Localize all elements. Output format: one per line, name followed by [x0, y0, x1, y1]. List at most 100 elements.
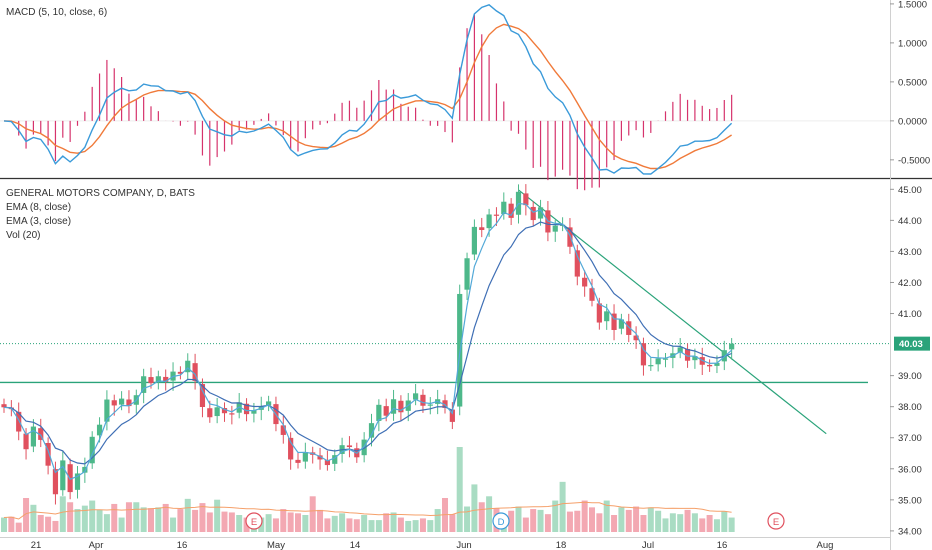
candle-body — [74, 473, 81, 490]
volume-bar — [464, 506, 471, 532]
price-ytick-label: 35.00 — [898, 495, 922, 506]
volume-bar — [691, 513, 698, 532]
candle-body — [390, 399, 397, 414]
candle-body — [420, 394, 426, 406]
macd-ytick-label: 0.0000 — [898, 116, 927, 127]
event-marker-label: E — [773, 517, 779, 528]
candle-body — [611, 313, 617, 330]
volume-bar — [669, 513, 676, 532]
candle-body — [464, 258, 470, 290]
price-ytick-label: 42.00 — [898, 278, 922, 289]
volume-bar — [427, 520, 434, 532]
price-panel — [0, 184, 890, 532]
volume-bar — [324, 518, 331, 532]
candle-body — [324, 460, 330, 466]
volume-bar — [589, 507, 595, 532]
candle-body — [163, 376, 169, 382]
volume-bar — [236, 515, 243, 532]
volume-bar — [111, 503, 118, 532]
volume-bar — [530, 509, 537, 532]
volume-bar — [177, 509, 184, 532]
ema-3-line — [3, 202, 732, 480]
candle-body — [89, 436, 95, 464]
volume-bar — [699, 518, 706, 532]
candle-body — [221, 408, 228, 414]
candle-body — [398, 400, 404, 413]
macd-title: MACD (5, 10, close, 6) — [6, 7, 107, 18]
candle-body — [251, 410, 257, 414]
macd-panel — [0, 4, 890, 191]
volume-bar — [228, 512, 235, 532]
candle-body — [376, 404, 382, 421]
volume-bar — [295, 513, 301, 532]
candle-body — [684, 348, 691, 361]
volume-bar — [515, 506, 522, 532]
volume-bar — [522, 517, 529, 532]
volume-bar — [508, 510, 515, 532]
time-tick-label: 16 — [177, 540, 188, 550]
price-ytick-label: 43.00 — [898, 247, 922, 258]
volume-bar — [30, 504, 37, 532]
volume-bar — [67, 502, 74, 532]
candle-body — [141, 376, 147, 393]
volume-bar — [118, 517, 125, 532]
candle-body — [266, 401, 272, 406]
volume-bar — [162, 503, 169, 532]
candle-body — [1, 404, 7, 408]
macd-ytick-label: -0.5000 — [898, 155, 930, 166]
volume-bar — [596, 513, 603, 532]
candle-body — [16, 411, 22, 432]
event-marker-label: D — [498, 517, 505, 528]
volume-bar — [633, 506, 640, 532]
volume-bar — [353, 519, 360, 532]
volume-bar — [140, 507, 147, 532]
axes: 1.5000 1.0000 0.5000 0.0000 -0.5000 45.00 44.0… — [31, 0, 931, 550]
volume-bar — [559, 481, 566, 532]
volume-bar — [574, 510, 581, 532]
volume-bar — [96, 509, 103, 532]
time-tick-label: 18 — [556, 540, 567, 550]
volume-bar — [37, 515, 44, 532]
volume-bar — [625, 509, 632, 532]
event-marker-circle — [245, 512, 263, 530]
legend-ema-8: EMA (8, close) — [6, 202, 71, 213]
volume-bar — [45, 516, 52, 532]
candle-body — [589, 288, 595, 301]
candle-body — [199, 384, 206, 407]
macd-ytick-label: 1.5000 — [898, 0, 927, 10]
candle-body — [148, 377, 154, 384]
volume-bar — [184, 498, 191, 532]
event-marker-circle — [492, 512, 510, 530]
volume-bar — [346, 518, 353, 532]
candle-body — [479, 227, 485, 230]
time-tick-label: 21 — [31, 540, 42, 550]
volume-bar — [23, 498, 30, 532]
candle-body — [596, 303, 602, 323]
volume-bar — [74, 509, 81, 532]
volume-bar — [456, 447, 463, 532]
volume-bar — [677, 514, 684, 532]
event-marker-label: E — [251, 517, 257, 528]
volume-bar — [647, 507, 654, 532]
last-price-label: 40.03 — [899, 339, 923, 350]
volume-bar — [361, 515, 368, 532]
candle-body — [317, 455, 323, 460]
volume-bar — [317, 509, 324, 532]
candle-body — [52, 469, 59, 495]
candle-body — [332, 455, 338, 464]
candle-body — [493, 214, 500, 216]
ema-8-line — [3, 221, 732, 465]
time-tick-label: May — [267, 540, 285, 550]
price-ytick-label: 44.00 — [898, 216, 922, 227]
candle-body — [648, 365, 654, 367]
candle-body — [508, 203, 514, 218]
last-price-tag — [894, 336, 930, 351]
volume-bar — [478, 502, 485, 532]
candle-body — [45, 443, 51, 466]
volume-bar — [309, 496, 316, 532]
volume-bar — [265, 514, 272, 532]
macd-line — [3, 4, 733, 175]
candle-body — [427, 404, 433, 406]
candle-body — [530, 206, 536, 221]
candle-body — [677, 347, 683, 353]
